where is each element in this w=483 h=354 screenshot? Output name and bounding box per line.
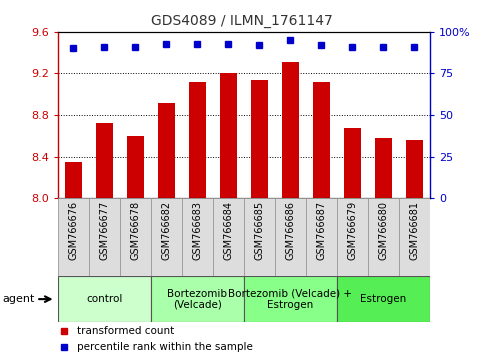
Bar (251, 80, 268, 198)
Text: GSM766676: GSM766676 (69, 201, 78, 260)
Bar (220, 74, 237, 198)
Text: transformed count: transformed count (76, 326, 174, 336)
Bar (337, 276, 430, 322)
Bar (313, 82, 330, 198)
Bar (368, 198, 399, 276)
Bar (127, 136, 144, 198)
Text: GSM766686: GSM766686 (285, 201, 296, 259)
Text: GSM766677: GSM766677 (99, 201, 110, 260)
Bar (344, 127, 361, 198)
Bar (58, 276, 151, 322)
Bar (120, 198, 151, 276)
Text: GSM766687: GSM766687 (316, 201, 327, 260)
Text: GSM766684: GSM766684 (224, 201, 233, 259)
Text: GSM766680: GSM766680 (378, 201, 388, 259)
Bar (375, 138, 392, 198)
Bar (96, 123, 113, 198)
Bar (406, 140, 423, 198)
Text: GSM766683: GSM766683 (192, 201, 202, 259)
Text: GSM766679: GSM766679 (347, 201, 357, 260)
Text: control: control (86, 294, 123, 304)
Bar (58, 198, 89, 276)
Text: Bortezomib (Velcade) +
Estrogen: Bortezomib (Velcade) + Estrogen (228, 289, 353, 309)
Bar (282, 62, 299, 198)
Text: percentile rank within the sample: percentile rank within the sample (76, 342, 253, 352)
Bar (244, 198, 275, 276)
Bar (213, 198, 244, 276)
Bar (337, 198, 368, 276)
Bar (306, 198, 337, 276)
Bar (151, 276, 244, 322)
Text: GDS4089 / ILMN_1761147: GDS4089 / ILMN_1761147 (151, 14, 332, 28)
Text: GSM766682: GSM766682 (161, 201, 171, 260)
Text: agent: agent (2, 294, 35, 304)
Bar (244, 276, 337, 322)
Bar (275, 198, 306, 276)
Bar (65, 162, 82, 198)
Text: GSM766681: GSM766681 (410, 201, 419, 259)
Bar (89, 198, 120, 276)
Bar (189, 82, 206, 198)
Bar (182, 198, 213, 276)
Text: GSM766678: GSM766678 (130, 201, 141, 260)
Bar (158, 103, 175, 198)
Text: Bortezomib
(Velcade): Bortezomib (Velcade) (168, 289, 227, 309)
Bar (151, 198, 182, 276)
Text: GSM766685: GSM766685 (255, 201, 264, 260)
Text: Estrogen: Estrogen (360, 294, 407, 304)
Bar (399, 198, 430, 276)
